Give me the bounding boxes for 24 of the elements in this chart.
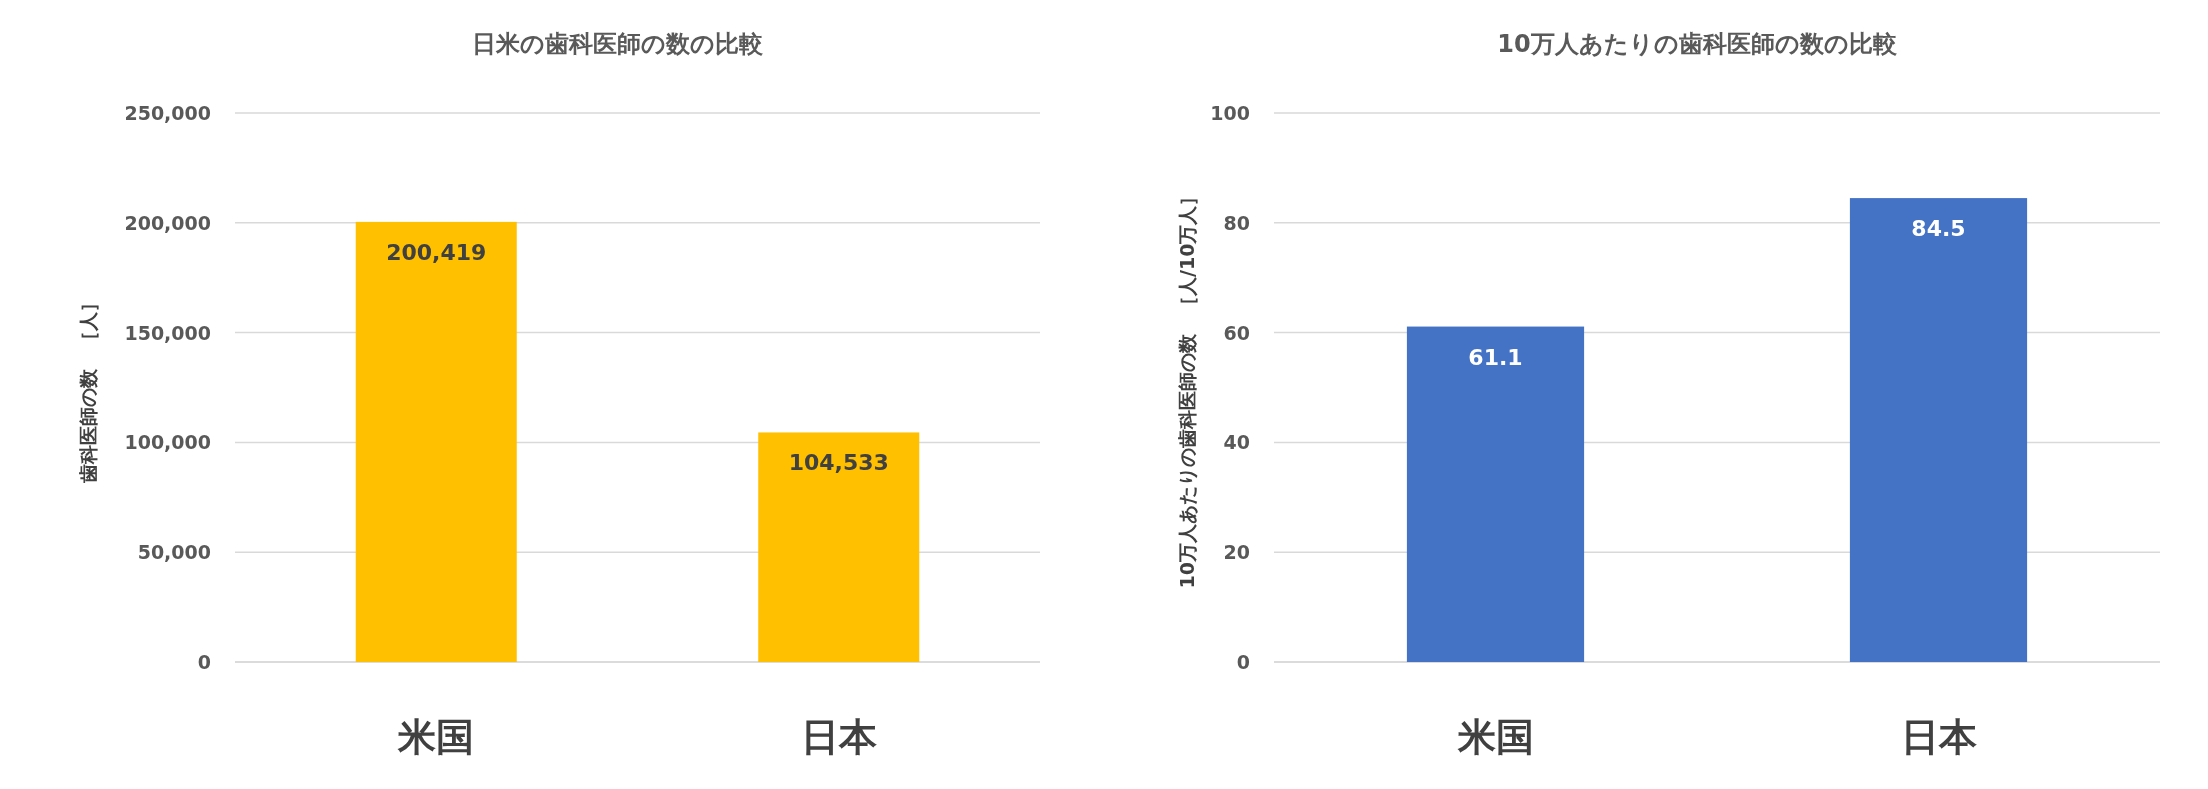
y-tick-label: 60 [1223, 321, 1250, 344]
y-tick-label: 100 [1210, 102, 1250, 124]
y-tick-label: 50,000 [137, 541, 211, 564]
chart-title: 10万人あたりの歯科医師の数の比較 [1497, 30, 1898, 58]
y-tick-label: 80 [1223, 211, 1250, 234]
x-tick-label: 日本 [800, 715, 877, 759]
data-label: 61.1 [1468, 344, 1523, 370]
y-tick-label: 200,000 [124, 211, 211, 234]
y-axis-title: 歯科医師の数 ［人］ [77, 292, 99, 484]
data-label: 84.5 [1911, 216, 1966, 242]
y-axis-title: 10万人あたりの歯科医師の数 ［人/10万人］ [1176, 186, 1198, 589]
y-tick-label: 40 [1223, 431, 1250, 454]
x-tick-label: 米国 [1456, 715, 1534, 759]
y-tick-label: 0 [197, 651, 211, 673]
data-label: 200,419 [386, 239, 487, 265]
data-label: 104,533 [788, 450, 889, 476]
chart-title: 日米の歯科医師の数の比較 [472, 30, 764, 58]
y-tick-label: 0 [1236, 651, 1250, 673]
x-tick-label: 日本 [1900, 715, 1977, 759]
y-tick-label: 100,000 [124, 431, 211, 454]
y-tick-label: 150,000 [124, 321, 211, 344]
y-tick-label: 250,000 [124, 102, 211, 124]
x-tick-label: 米国 [397, 715, 475, 759]
y-tick-label: 20 [1223, 541, 1250, 564]
